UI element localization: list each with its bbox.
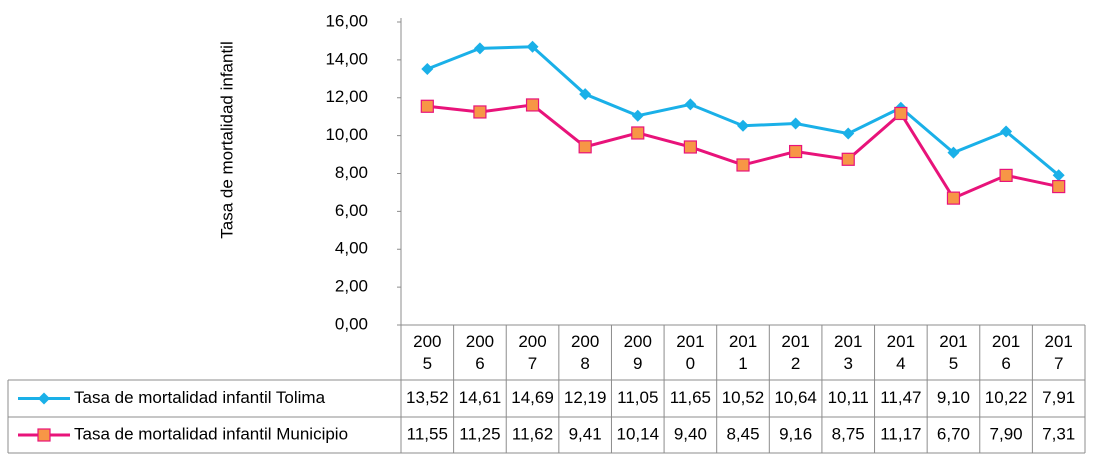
x-tick-label: 2016 <box>991 332 1021 373</box>
marker <box>631 109 644 122</box>
table-value: 14,69 <box>511 388 554 407</box>
legend-marker <box>38 392 50 405</box>
table-value: 14,61 <box>459 388 502 407</box>
y-tick-label: 4,00 <box>335 239 368 258</box>
table-value: 9,10 <box>937 388 970 407</box>
marker <box>684 98 697 111</box>
marker <box>526 40 539 53</box>
marker <box>578 140 592 154</box>
table-value: 11,55 <box>407 424 448 443</box>
marker <box>736 158 750 172</box>
marker <box>683 140 697 154</box>
table-value: 10,11 <box>828 388 869 407</box>
marker <box>946 191 961 205</box>
table-value: 10,22 <box>985 388 1028 407</box>
series-line <box>427 103 1060 201</box>
table-value: 11,47 <box>880 388 921 407</box>
y-tick-label: 10,00 <box>325 125 368 144</box>
y-tick-label: 0,00 <box>335 314 368 333</box>
x-tick-label: 2017 <box>1044 332 1073 373</box>
y-axis-title: Tasa de mortalidad infantil <box>217 41 236 239</box>
table-value: 6,70 <box>937 424 970 443</box>
y-tick-label: 8,00 <box>335 163 368 182</box>
legend-marker <box>37 428 51 442</box>
marker <box>842 127 855 140</box>
marker <box>473 105 487 119</box>
marker <box>789 117 802 130</box>
x-tick-label: 2008 <box>570 332 600 373</box>
table-value: 11,65 <box>670 388 711 407</box>
marker <box>947 146 960 159</box>
x-tick-label: 2006 <box>465 332 495 373</box>
legend-label: Tasa de mortalidad infantil Tolima <box>74 388 326 407</box>
table-value: 7,31 <box>1042 424 1075 443</box>
marker <box>1000 125 1013 138</box>
x-tick-label: 2012 <box>781 332 810 373</box>
table-value: 13,52 <box>406 388 449 407</box>
x-tick-label: 2010 <box>676 332 705 373</box>
table-value: 9,41 <box>569 424 602 443</box>
marker <box>420 99 434 113</box>
y-tick-label: 6,00 <box>335 201 368 220</box>
y-tick-label: 14,00 <box>325 49 368 68</box>
marker <box>789 144 803 159</box>
marker <box>841 152 855 166</box>
marker <box>894 106 908 121</box>
y-tick-label: 12,00 <box>325 87 368 106</box>
marker <box>525 98 540 112</box>
table-value: 10,14 <box>616 424 659 443</box>
x-tick-label: 2015 <box>939 332 968 373</box>
legend-label: Tasa de mortalidad infantil Municipio <box>74 424 348 443</box>
y-tick-label: 16,00 <box>325 11 368 30</box>
marker <box>631 126 645 140</box>
table-value: 8,45 <box>726 424 759 443</box>
series-line <box>426 45 1060 177</box>
x-tick-label: 2011 <box>728 332 758 373</box>
table-value: 8,75 <box>832 424 865 443</box>
table-value: 9,16 <box>779 424 812 443</box>
marker <box>737 119 749 132</box>
table-value: 7,91 <box>1042 388 1075 407</box>
table-value: 10,64 <box>774 388 817 407</box>
x-tick-label: 2009 <box>623 332 652 373</box>
marker <box>999 168 1013 182</box>
x-tick-label: 2007 <box>518 332 547 373</box>
table-value: 11,25 <box>459 424 500 443</box>
table-value: 7,90 <box>990 424 1023 443</box>
marker <box>473 42 486 55</box>
table-value: 12,19 <box>564 388 607 407</box>
table-value: 11,17 <box>880 424 921 443</box>
table-value: 11,62 <box>512 424 553 443</box>
x-tick-label: 2013 <box>834 332 863 373</box>
marker <box>579 88 592 101</box>
table-value: 9,40 <box>674 424 707 443</box>
marker <box>421 62 434 75</box>
x-tick-label: 2005 <box>413 332 442 373</box>
x-tick-label: 2014 <box>886 332 916 373</box>
marker <box>1052 169 1065 182</box>
table-value: 11,05 <box>617 388 658 407</box>
marker <box>1052 179 1066 194</box>
table-value: 10,52 <box>722 388 765 407</box>
y-tick-label: 2,00 <box>335 277 368 296</box>
